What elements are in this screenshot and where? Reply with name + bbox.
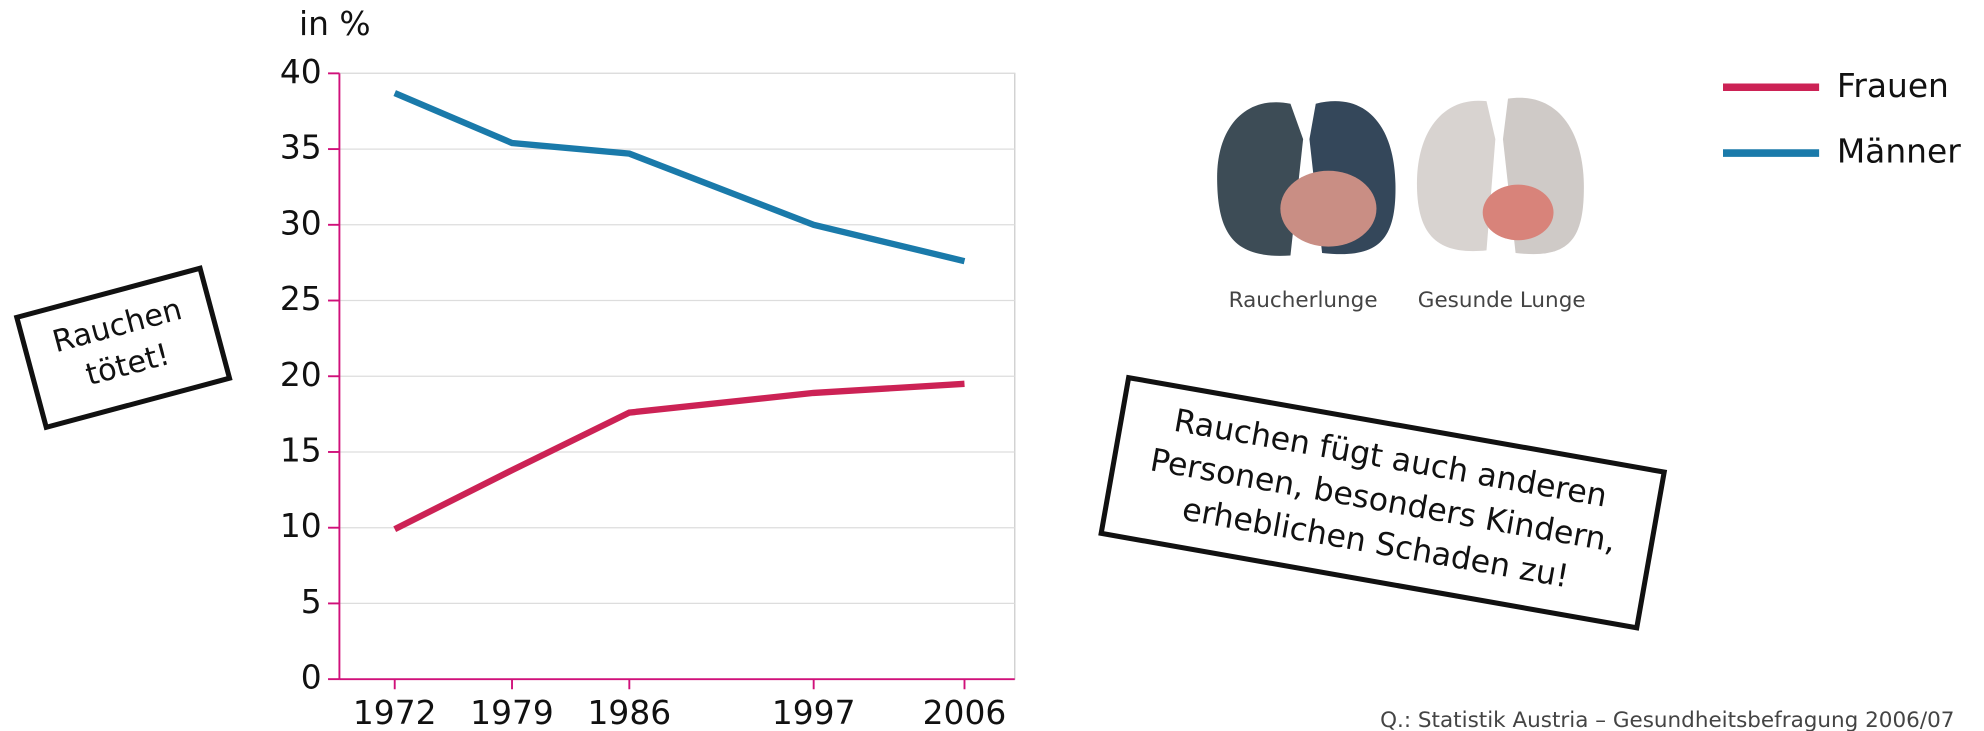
series-line: [395, 93, 965, 261]
chart: in % Rauchen tötet! Rauchen fügt auch an…: [0, 0, 1984, 731]
source: Q.: Statistik Austria – Gesundheitsbefra…: [1380, 708, 1954, 731]
y-tick-label: 30: [280, 203, 322, 242]
series-line: [395, 384, 965, 529]
y-tick-label: 35: [280, 128, 322, 167]
y-tick-label: 15: [280, 430, 322, 469]
y-tick-label: 25: [280, 279, 322, 318]
x-tick-label: 1979: [470, 693, 554, 731]
y-tick-label: 5: [301, 582, 322, 621]
x-tick-label: 1986: [587, 693, 671, 731]
y-tick-label: 40: [280, 52, 322, 91]
y-tick-label: 0: [301, 658, 322, 697]
smoker-lung: [1217, 101, 1395, 256]
x-tick-label: 1972: [353, 693, 437, 731]
healthy-lung: [1417, 98, 1584, 254]
image-caption: Gesunde Lunge: [1418, 288, 1586, 313]
legend-label: Frauen: [1837, 66, 1949, 105]
x-tick-label: 1997: [772, 693, 856, 731]
y-tick-label: 10: [280, 506, 322, 545]
warning-box: Rauchen tötet!: [17, 268, 230, 427]
image-caption: Raucherlunge: [1229, 288, 1378, 313]
y-tick-label: 20: [280, 355, 322, 394]
x-tick-label: 2006: [923, 693, 1007, 731]
note-box: Rauchen fügt auch anderen Personen, beso…: [1101, 378, 1664, 628]
y-axis-label: in %: [299, 4, 371, 43]
legend-label: Männer: [1837, 132, 1961, 171]
